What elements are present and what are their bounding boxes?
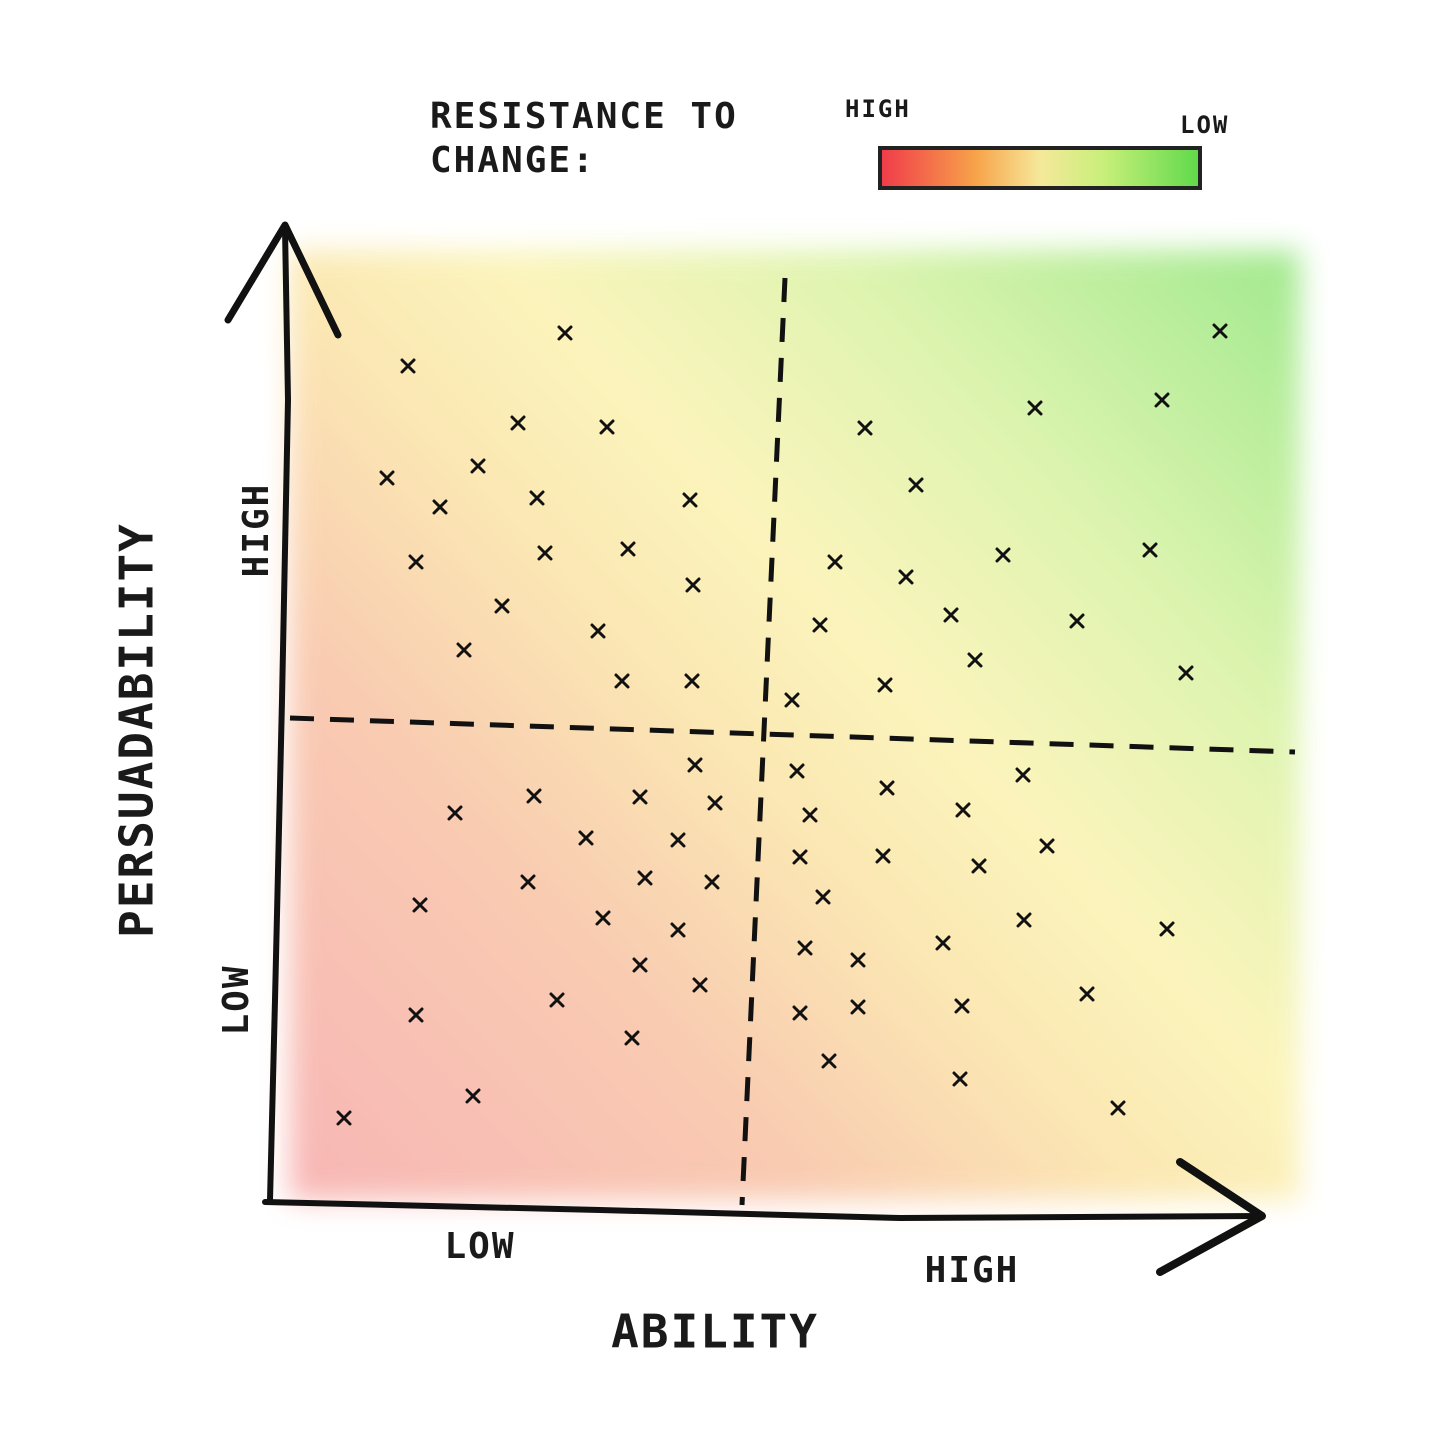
cross [815, 889, 831, 905]
cross [379, 470, 395, 486]
cross [908, 477, 924, 493]
cross [670, 922, 686, 938]
legend-title: CHANGE: [430, 140, 596, 181]
cross [1079, 986, 1095, 1002]
cross [520, 874, 536, 890]
legend-low-label: LOW [1180, 111, 1229, 139]
cross [624, 1030, 640, 1046]
y-high-label: HIGH [236, 483, 277, 578]
x-low-label: LOW [444, 1226, 515, 1267]
cross [1154, 392, 1170, 408]
cross [1159, 921, 1175, 937]
cross [935, 935, 951, 951]
cross [684, 673, 700, 689]
cross [1039, 838, 1055, 854]
y-low-label: LOW [216, 964, 257, 1035]
cross [789, 763, 805, 779]
cross [632, 789, 648, 805]
cross [967, 652, 983, 668]
x-high-label: HIGH [925, 1250, 1020, 1291]
cross [620, 541, 636, 557]
cross [632, 957, 648, 973]
cross [792, 1005, 808, 1021]
cross [952, 1071, 968, 1087]
y-axis [267, 225, 292, 1203]
cross [1069, 613, 1085, 629]
cross [687, 757, 703, 773]
cross [637, 870, 653, 886]
vertical-divider [739, 277, 788, 1206]
cross [857, 420, 873, 436]
cross [400, 358, 416, 374]
cross [784, 692, 800, 708]
cross [995, 547, 1011, 563]
cross [797, 940, 813, 956]
cross [465, 1088, 481, 1104]
cross [692, 977, 708, 993]
cross [954, 998, 970, 1014]
legend-title: RESISTANCE TO [430, 96, 738, 137]
cross [447, 805, 463, 821]
cross [494, 598, 510, 614]
cross [599, 419, 615, 435]
cross [590, 623, 606, 639]
crosses [336, 323, 1228, 1126]
cross [877, 677, 893, 693]
cross [879, 780, 895, 796]
horizontal-divider [289, 715, 1296, 755]
cross [682, 492, 698, 508]
legend-bar [878, 146, 1202, 190]
y-axis-label: PERSUADABILITY [110, 522, 164, 938]
cross [1110, 1100, 1126, 1116]
cross [1178, 665, 1194, 681]
legend-high-label: HIGH [845, 95, 911, 123]
cross [614, 673, 630, 689]
cross [670, 832, 686, 848]
cross [850, 999, 866, 1015]
background-wash [290, 250, 1300, 1200]
y-axis-arrow [224, 221, 342, 339]
cross [971, 858, 987, 874]
cross [827, 554, 843, 570]
cross [557, 325, 573, 341]
cross [336, 1110, 352, 1126]
x-axis-arrow [1156, 1158, 1266, 1276]
cross [685, 577, 701, 593]
cross [704, 874, 720, 890]
cross [812, 617, 828, 633]
cross [898, 569, 914, 585]
cross [802, 807, 818, 823]
x-axis [262, 1199, 1265, 1222]
cross [549, 992, 565, 1008]
cross [412, 897, 428, 913]
cross [510, 415, 526, 431]
cross [792, 849, 808, 865]
cross [955, 802, 971, 818]
x-axis-label: ABILITY [611, 1305, 819, 1359]
cross [529, 490, 545, 506]
cross [875, 848, 891, 864]
cross [470, 458, 486, 474]
cross [943, 607, 959, 623]
cross [595, 910, 611, 926]
cross [526, 788, 542, 804]
cross [850, 952, 866, 968]
cross [707, 795, 723, 811]
cross [1212, 323, 1228, 339]
cross [821, 1053, 837, 1069]
cross [537, 545, 553, 561]
cross [1027, 400, 1043, 416]
cross [408, 1007, 424, 1023]
cross [1015, 767, 1031, 783]
cross [1016, 912, 1032, 928]
cross [456, 642, 472, 658]
cross [432, 499, 448, 515]
cross [408, 554, 424, 570]
cross [578, 830, 594, 846]
cross [1142, 542, 1158, 558]
